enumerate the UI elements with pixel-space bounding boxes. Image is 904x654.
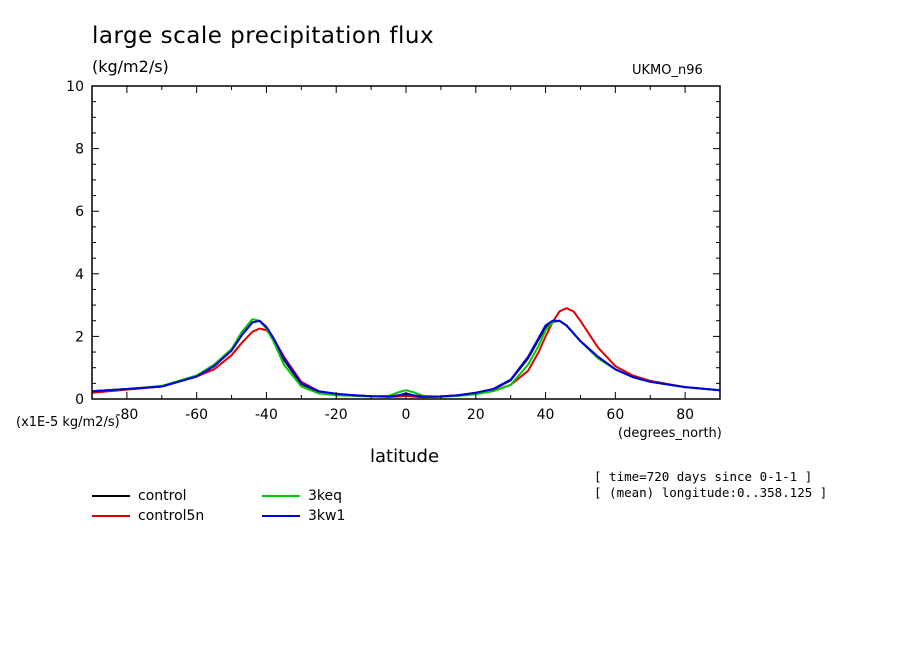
longitude-info: [ (mean) longitude:0..358.125 ] xyxy=(594,485,828,500)
plot-frame xyxy=(91,85,721,400)
y-tick-label: 0 xyxy=(75,392,84,408)
x-tick-label: 20 xyxy=(467,407,485,423)
y-tick-label: 6 xyxy=(75,204,84,220)
legend-label-3kw1: 3kw1 xyxy=(308,508,346,524)
series-line-control5n xyxy=(91,307,721,399)
time-info: [ time=720 days since 0-1-1 ] xyxy=(594,469,813,484)
x-tick-label: -60 xyxy=(185,407,208,423)
x-tick-label: -40 xyxy=(255,407,278,423)
units-label: (kg/m2/s) xyxy=(92,57,169,76)
legend-label-3keq: 3keq xyxy=(308,488,343,504)
scale-label: (x1E-5 kg/m2/s) xyxy=(16,415,120,430)
x-axis-label: latitude xyxy=(370,446,440,467)
y-tick-label: 4 xyxy=(75,267,84,283)
x-tick-label: 0 xyxy=(402,407,411,423)
legend-label-control: control xyxy=(138,488,187,504)
x-units-label: (degrees_north) xyxy=(618,426,722,441)
legend-label-control5n: control5n xyxy=(138,508,205,524)
model-label: UKMO_n96 xyxy=(632,63,703,78)
y-tick-label: 8 xyxy=(75,142,84,158)
x-tick-label: 40 xyxy=(537,407,555,423)
x-tick-label: 60 xyxy=(606,407,624,423)
legend-line-3kw1 xyxy=(262,515,300,517)
series-line-3keq xyxy=(91,318,721,398)
legend-line-control xyxy=(92,495,130,497)
y-tick-label: 10 xyxy=(66,79,84,95)
y-tick-label: 2 xyxy=(75,329,84,345)
series-line-control xyxy=(91,319,721,399)
legend-line-control5n xyxy=(92,515,130,517)
x-tick-label: -80 xyxy=(115,407,138,423)
x-tick-label: -20 xyxy=(325,407,348,423)
series-line-3kw1 xyxy=(91,319,721,398)
chart-title: large scale precipitation flux xyxy=(92,23,435,49)
x-tick-label: 80 xyxy=(676,407,694,423)
legend-line-3keq xyxy=(262,495,300,497)
